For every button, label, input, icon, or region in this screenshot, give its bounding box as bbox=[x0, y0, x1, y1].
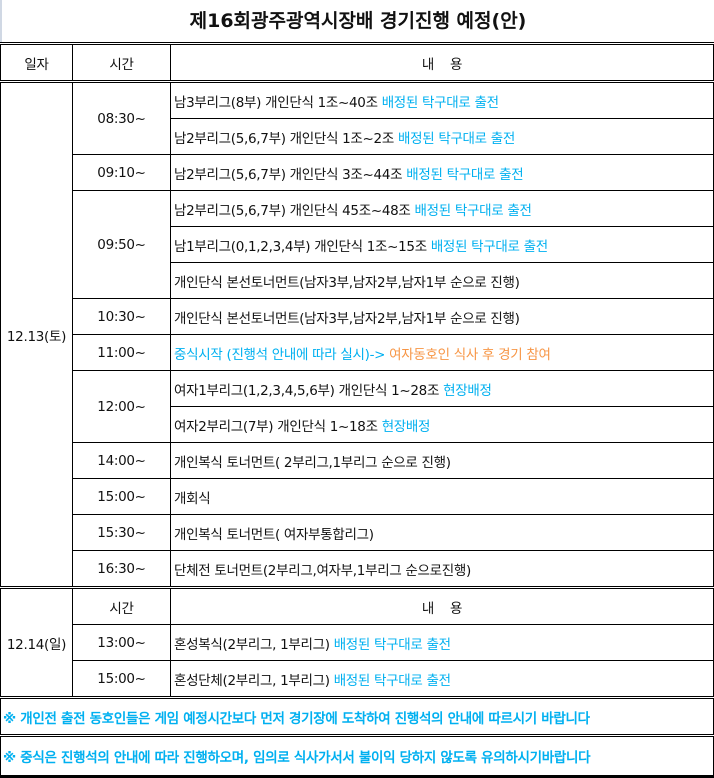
table-row: 12:00~ 여자1부리그(1,2,3,4,5,6부) 개인단식 1~28조 현장… bbox=[1, 370, 714, 443]
content-text: 개인복식 토너먼트( 여자부통합리그) bbox=[174, 526, 374, 543]
time-cell: 09:10~ bbox=[72, 154, 171, 191]
table-row: 09:10~ 남2부리그(5,6,7부) 개인단식 3조~44조 배정된 탁구대로… bbox=[1, 154, 714, 191]
time-cell: 11:00~ bbox=[72, 334, 171, 371]
table-header: 일자 시간 내 용 bbox=[0, 42, 714, 83]
highlight-text: 중식시작 (진행석 안내에 따라 실시)-> bbox=[174, 346, 390, 363]
header-content: 내 용 bbox=[170, 586, 714, 625]
content-text: 여자2부리그(7부) 개인단식 1~18조 bbox=[174, 418, 382, 435]
header-time: 시간 bbox=[72, 586, 171, 625]
note-text: ※ 중식은 진행석의 안내에 따라 진행하오며, 임의로 식사가서서 불이익 당… bbox=[0, 734, 714, 778]
table-row: 15:00~ 혼성단체(2부리그, 1부리그) 배정된 탁구대로 출전 bbox=[1, 660, 714, 698]
content-cell: 혼성복식(2부리그, 1부리그) 배정된 탁구대로 출전 bbox=[170, 624, 714, 661]
header-time: 시간 bbox=[72, 42, 171, 83]
highlight-text: 배정된 탁구대로 출전 bbox=[430, 238, 548, 255]
date-cell: 12.13(토) bbox=[0, 81, 73, 588]
content-text: 개인단식 본선토너먼트(남자3부,남자2부,남자1부 순으로 진행) bbox=[174, 274, 520, 291]
table-row: 09:50~ 남2부리그(5,6,7부) 개인단식 45조~48조 배정된 탁구대… bbox=[1, 190, 714, 299]
time-cell: 10:30~ bbox=[72, 298, 171, 335]
highlight-text: 배정된 탁구대로 출전 bbox=[333, 636, 451, 653]
time-cell: 09:50~ bbox=[72, 190, 171, 299]
content-cell: 여자2부리그(7부) 개인단식 1~18조 현장배정 bbox=[170, 406, 714, 443]
time-cell: 12:00~ bbox=[72, 370, 171, 443]
note-row: ※ 개인전 출전 동호인들은 게임 예정시간보다 먼저 경기장에 도착하여 진행… bbox=[0, 696, 714, 736]
time-cell: 13:00~ bbox=[72, 624, 171, 661]
content-text: 여자1부리그(1,2,3,4,5,6부) 개인단식 1~28조 bbox=[174, 382, 444, 399]
content-text: 개회식 bbox=[174, 490, 211, 507]
highlight-text: 배정된 탁구대로 출전 bbox=[397, 130, 516, 147]
table-row: 14:00~ 개인복식 토너먼트( 2부리그,1부리그 순으로 진행) bbox=[1, 442, 714, 479]
highlight-orange-text: 여자동호인 식사 후 경기 참여 bbox=[389, 346, 551, 363]
content-text: 단체전 토너먼트(2부리그,여자부,1부리그 순으로진행) bbox=[174, 562, 471, 579]
table-row: 13:00~ 혼성복식(2부리그, 1부리그) 배정된 탁구대로 출전 bbox=[1, 624, 714, 661]
content-text: 혼성단체(2부리그, 1부리그) bbox=[174, 672, 334, 689]
table-row: 개인단식 본선토너먼트(남자3부,남자2부,남자1부 순으로 진행) bbox=[1, 262, 714, 299]
content-text: 혼성복식(2부리그, 1부리그) bbox=[174, 636, 334, 653]
time-cell: 14:00~ bbox=[72, 442, 171, 479]
table-row: 남2부리그(5,6,7부) 개인단식 1조~2조 배정된 탁구대로 출전 bbox=[1, 118, 714, 155]
highlight-text: 현장배정 bbox=[443, 382, 492, 399]
time-cell: 16:30~ bbox=[72, 550, 171, 588]
highlight-text: 배정된 탁구대로 출전 bbox=[381, 94, 499, 111]
header-date: 일자 bbox=[0, 42, 73, 83]
content-text: 개인복식 토너먼트( 2부리그,1부리그 순으로 진행) bbox=[174, 454, 451, 471]
content-cell: 개인단식 본선토너먼트(남자3부,남자2부,남자1부 순으로 진행) bbox=[170, 262, 714, 299]
table-row: 11:00~ 중식시작 (진행석 안내에 따라 실시)-> 여자동호인 식사 후 … bbox=[1, 334, 714, 371]
table-row: 12.13(토) 08:30~ 남3부리그(8부) 개인단식 1조~40조 배정된 … bbox=[0, 81, 714, 588]
time-cell: 08:30~ bbox=[72, 81, 171, 155]
header-content: 내 용 bbox=[170, 42, 714, 83]
content-cell: 여자1부리그(1,2,3,4,5,6부) 개인단식 1~28조 현장배정 bbox=[170, 370, 714, 407]
highlight-text: 배정된 탁구대로 출전 bbox=[414, 202, 532, 219]
content-cell: 남3부리그(8부) 개인단식 1조~40조 배정된 탁구대로 출전 bbox=[170, 81, 714, 119]
note-row: ※ 중식은 진행석의 안내에 따라 진행하오며, 임의로 식사가서서 불이익 당… bbox=[0, 734, 714, 778]
content-text: 남2부리그(5,6,7부) 개인단식 3조~44조 bbox=[174, 166, 407, 183]
content-cell: 개인복식 토너먼트( 2부리그,1부리그 순으로 진행) bbox=[170, 442, 714, 479]
content-cell: 혼성단체(2부리그, 1부리그) 배정된 탁구대로 출전 bbox=[170, 660, 714, 698]
content-cell: 남2부리그(5,6,7부) 개인단식 45조~48조 배정된 탁구대로 출전 bbox=[170, 190, 714, 227]
content-cell: 개인단식 본선토너먼트(남자3부,남자2부,남자1부 순으로 진행) bbox=[170, 298, 714, 335]
time-cell: 15:00~ bbox=[72, 478, 171, 515]
time-cell: 15:00~ bbox=[72, 660, 171, 698]
content-cell: 개회식 bbox=[170, 478, 714, 515]
content-text: 남1부리그(0,1,2,3,4부) 개인단식 1조~15조 bbox=[174, 238, 431, 255]
table-row: 10:30~ 개인단식 본선토너먼트(남자3부,남자2부,남자1부 순으로 진행) bbox=[1, 298, 714, 335]
day2-header: 12.14(일) 시간 내 용 bbox=[0, 586, 714, 698]
content-cell: 단체전 토너먼트(2부리그,여자부,1부리그 순으로진행) bbox=[170, 550, 714, 588]
page-title: 제16회광주광역시장배 경기진행 예정(안) bbox=[0, 0, 714, 42]
content-text: 남3부리그(8부) 개인단식 1조~40조 bbox=[174, 94, 382, 111]
content-text: 남2부리그(5,6,7부) 개인단식 1조~2조 bbox=[174, 130, 398, 147]
table-row: 여자2부리그(7부) 개인단식 1~18조 현장배정 bbox=[1, 406, 714, 443]
content-cell: 개인복식 토너먼트( 여자부통합리그) bbox=[170, 514, 714, 551]
content-text: 남2부리그(5,6,7부) 개인단식 45조~48조 bbox=[174, 202, 415, 219]
date-cell: 12.14(일) bbox=[0, 586, 73, 698]
highlight-text: 배정된 탁구대로 출전 bbox=[406, 166, 524, 183]
table-row: 남1부리그(0,1,2,3,4부) 개인단식 1조~15조 배정된 탁구대로 출… bbox=[1, 226, 714, 263]
content-cell: 남2부리그(5,6,7부) 개인단식 1조~2조 배정된 탁구대로 출전 bbox=[170, 118, 714, 155]
highlight-text: 현장배정 bbox=[381, 418, 431, 435]
schedule-table: 일자 시간 내 용 12.13(토) 08:30~ 남3부리그(8부) 개인단식 1… bbox=[0, 42, 714, 778]
content-cell: 남2부리그(5,6,7부) 개인단식 3조~44조 배정된 탁구대로 출전 bbox=[170, 154, 714, 191]
table-row: 15:00~ 개회식 bbox=[1, 478, 714, 515]
table-row: 15:30~ 개인복식 토너먼트( 여자부통합리그) bbox=[1, 514, 714, 551]
content-cell: 남1부리그(0,1,2,3,4부) 개인단식 1조~15조 배정된 탁구대로 출… bbox=[170, 226, 714, 263]
time-cell: 15:30~ bbox=[72, 514, 171, 551]
highlight-text: 배정된 탁구대로 출전 bbox=[333, 672, 451, 689]
table-row: 16:30~ 단체전 토너먼트(2부리그,여자부,1부리그 순으로진행) bbox=[1, 550, 714, 588]
content-cell: 중식시작 (진행석 안내에 따라 실시)-> 여자동호인 식사 후 경기 참여 bbox=[170, 334, 714, 371]
note-text: ※ 개인전 출전 동호인들은 게임 예정시간보다 먼저 경기장에 도착하여 진행… bbox=[0, 696, 714, 736]
content-text: 개인단식 본선토너먼트(남자3부,남자2부,남자1부 순으로 진행) bbox=[174, 310, 520, 327]
